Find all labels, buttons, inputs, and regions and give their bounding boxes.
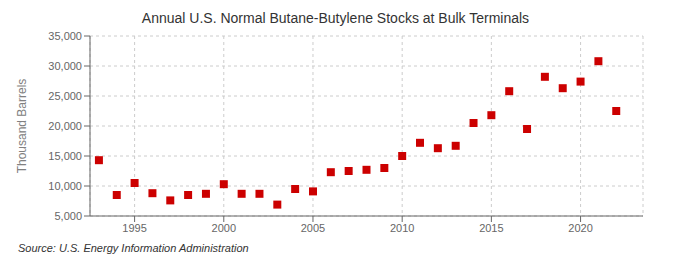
- svg-text:35,000: 35,000: [48, 30, 82, 42]
- svg-text:15,000: 15,000: [48, 150, 82, 162]
- svg-text:2015: 2015: [479, 222, 503, 234]
- svg-text:20,000: 20,000: [48, 120, 82, 132]
- svg-text:2010: 2010: [390, 222, 414, 234]
- svg-text:Thousand Barrels: Thousand Barrels: [15, 79, 29, 174]
- svg-text:25,000: 25,000: [48, 90, 82, 102]
- svg-text:5,000: 5,000: [54, 210, 82, 222]
- svg-text:2020: 2020: [568, 222, 592, 234]
- svg-text:30,000: 30,000: [48, 60, 82, 72]
- html-text:Source: U.S. Energy Informatio: Source: U.S. Energy Information Administ…: [18, 242, 249, 254]
- svg-text:2000: 2000: [212, 222, 236, 234]
- svg-text:10,000: 10,000: [48, 180, 82, 192]
- svg-text:1995: 1995: [122, 222, 146, 234]
- html-text:Annual U.S. Normal Butane-Buty: Annual U.S. Normal Butane-Butylene Stock…: [141, 10, 530, 26]
- svg-text:2005: 2005: [301, 222, 325, 234]
